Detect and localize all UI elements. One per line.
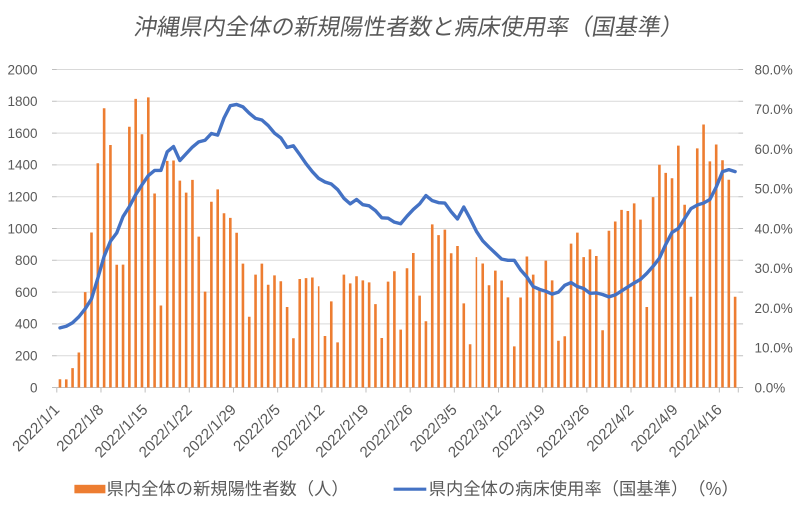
svg-text:1600: 1600 [7, 126, 37, 141]
svg-text:40.0%: 40.0% [755, 221, 793, 236]
svg-text:10.0%: 10.0% [755, 341, 793, 356]
svg-text:1800: 1800 [7, 94, 37, 109]
svg-text:0: 0 [30, 380, 38, 395]
svg-text:800: 800 [15, 253, 38, 268]
svg-text:0.0%: 0.0% [755, 380, 786, 395]
svg-text:50.0%: 50.0% [755, 182, 793, 197]
svg-text:2000: 2000 [7, 62, 37, 77]
svg-text:1200: 1200 [7, 190, 37, 205]
svg-text:30.0%: 30.0% [755, 261, 793, 276]
svg-text:2022/1/1: 2022/1/1 [9, 401, 63, 455]
svg-text:200: 200 [15, 349, 38, 364]
svg-text:70.0%: 70.0% [755, 102, 793, 117]
svg-text:20.0%: 20.0% [755, 301, 793, 316]
svg-text:400: 400 [15, 317, 38, 332]
svg-text:1400: 1400 [7, 158, 37, 173]
svg-text:60.0%: 60.0% [755, 142, 793, 157]
svg-text:2022/4/2: 2022/4/2 [584, 401, 638, 455]
svg-text:1000: 1000 [7, 221, 37, 236]
svg-text:600: 600 [15, 285, 38, 300]
svg-text:80.0%: 80.0% [755, 62, 793, 77]
